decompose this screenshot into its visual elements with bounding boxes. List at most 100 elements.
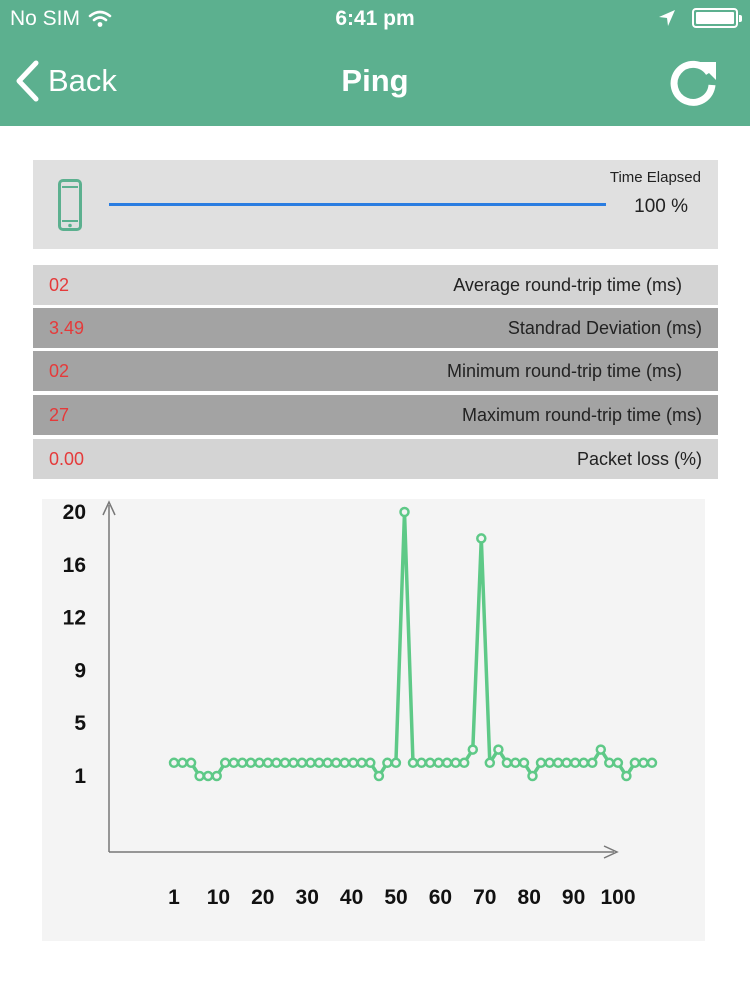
y-tick-label: 1 <box>74 765 86 788</box>
data-point <box>578 757 589 769</box>
data-point <box>450 757 461 769</box>
phone-icon <box>58 179 82 231</box>
back-button[interactable]: Back <box>14 60 117 102</box>
data-point <box>544 757 555 769</box>
data-point <box>535 757 547 769</box>
data-point <box>168 757 180 769</box>
x-tick-label: 30 <box>296 886 319 909</box>
data-point <box>510 757 521 769</box>
data-point <box>407 757 419 769</box>
x-tick-label: 60 <box>429 886 452 909</box>
refresh-icon[interactable] <box>668 56 720 108</box>
data-point <box>646 757 658 769</box>
data-point <box>211 770 222 782</box>
stat-label: Maximum round-trip time (ms) <box>461 404 702 425</box>
data-point <box>339 757 350 769</box>
data-point <box>365 757 376 769</box>
data-point <box>194 770 205 782</box>
stat-value: 3.49 <box>49 317 85 338</box>
data-point <box>518 757 530 769</box>
data-point <box>441 757 453 769</box>
progress-panel: Time Elapsed 100 % <box>33 160 718 249</box>
data-point <box>527 770 538 782</box>
data-point <box>604 757 615 769</box>
data-point <box>322 757 333 769</box>
chevron-left-icon <box>16 60 39 102</box>
data-point <box>612 757 624 769</box>
data-point <box>621 770 632 782</box>
stat-value: 27 <box>49 404 70 425</box>
data-point <box>569 757 581 769</box>
data-point <box>467 744 479 755</box>
y-tick-label: 9 <box>74 659 86 682</box>
stat-value: 02 <box>49 360 70 381</box>
data-point <box>305 757 316 769</box>
x-tick-label: 10 <box>207 886 230 909</box>
data-point <box>271 757 282 769</box>
data-point <box>493 744 504 755</box>
stat-row-stddev: 3.49 Standrad Deviation (ms) <box>33 308 718 348</box>
x-tick-label: 50 <box>384 886 407 909</box>
data-point <box>373 770 385 782</box>
location-arrow-icon <box>659 10 675 26</box>
stat-value: 0.00 <box>49 448 85 469</box>
x-tick-label: 100 <box>600 886 635 909</box>
data-point <box>245 757 257 769</box>
data-point <box>476 533 487 544</box>
data-point <box>228 757 240 769</box>
stat-row-maximum: 27 Maximum round-trip time (ms) <box>33 395 718 435</box>
stat-row-minimum: 02 Minimum round-trip time (ms) <box>33 351 718 391</box>
y-tick-label: 20 <box>63 501 86 524</box>
chart-svg: 20 16 12 9 5 1 1 10 20 30 40 50 60 70 80 90 100 <box>63 500 658 909</box>
time-elapsed-label: Time Elapsed <box>609 169 701 186</box>
data-point <box>382 757 393 769</box>
data-point <box>595 744 607 755</box>
data-point <box>254 757 265 769</box>
y-tick-label: 5 <box>74 712 86 735</box>
data-point <box>561 757 572 769</box>
series-line <box>174 510 652 778</box>
time-elapsed-value: 100 % <box>634 196 688 217</box>
y-tick-label: 12 <box>63 607 86 630</box>
x-tick-label: 80 <box>518 886 541 909</box>
progress-bar <box>109 203 606 206</box>
data-point <box>279 757 291 769</box>
data-point <box>501 757 513 769</box>
ping-chart: 20 16 12 9 5 1 1 10 20 30 40 50 60 70 80 90 100 <box>42 499 705 941</box>
stat-label: Standrad Deviation (ms) <box>507 317 702 338</box>
stat-row-packet-loss: 0.00 Packet loss (%) <box>33 439 718 479</box>
stat-value: 02 <box>49 274 70 295</box>
data-point <box>629 757 641 769</box>
y-axis-arrow <box>102 500 116 516</box>
data-point <box>219 757 231 769</box>
x-axis-arrow <box>603 845 619 859</box>
x-tick-label: 40 <box>340 886 363 909</box>
data-point <box>177 757 188 769</box>
stat-label: Minimum round-trip time (ms) <box>446 360 682 381</box>
data-point <box>237 757 248 769</box>
data-point <box>356 757 368 769</box>
data-point <box>458 757 470 769</box>
nav-header: No SIM 6:41 pm Back Ping <box>0 0 750 126</box>
carrier-label: No SIM <box>10 7 81 30</box>
data-point <box>313 757 325 769</box>
data-point <box>288 757 299 769</box>
data-point <box>262 757 274 769</box>
data-point <box>587 757 598 769</box>
data-point <box>330 757 342 769</box>
data-point <box>638 757 649 769</box>
progress-fill <box>109 203 606 206</box>
stat-row-average: 02 Average round-trip time (ms) <box>33 265 718 305</box>
x-tick-label: 90 <box>562 886 585 909</box>
data-point <box>416 757 427 769</box>
data-point <box>484 757 496 769</box>
status-right <box>658 8 742 28</box>
x-tick-label: 70 <box>473 886 496 909</box>
data-point <box>296 757 308 769</box>
data-point <box>390 757 402 769</box>
x-tick-label: 20 <box>251 886 274 909</box>
data-point <box>424 757 436 769</box>
wifi-icon <box>88 10 112 27</box>
battery-icon <box>692 8 742 28</box>
x-tick-label: 1 <box>168 886 180 909</box>
